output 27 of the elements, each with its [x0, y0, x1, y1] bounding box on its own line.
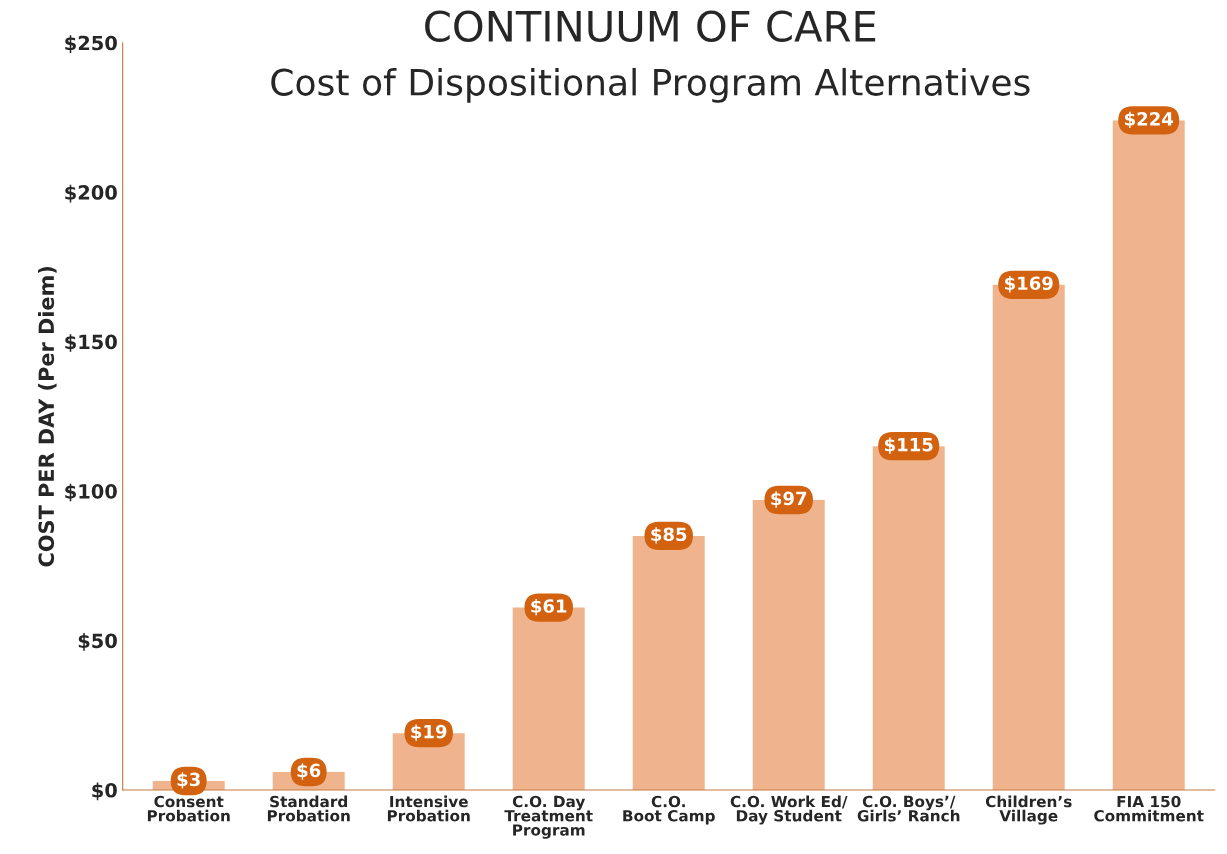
data-label: $115	[885, 437, 933, 454]
text: Cost of Dispositional Program Alternatives	[271, 67, 1030, 103]
y-tick-label: $0	[92, 782, 117, 801]
data-label: $61	[531, 598, 567, 616]
x-tick-label: Consent Probation	[147, 795, 230, 822]
data-label: $6	[297, 763, 321, 780]
data-label: $97	[771, 491, 807, 508]
x-tick-label: FIA 150 Commitment	[1094, 795, 1204, 822]
x-tick-label: Intensive Probation	[387, 795, 470, 822]
x-tick-label: C.O. Work Ed/ Day Student	[730, 795, 848, 825]
data-label: $3	[177, 772, 200, 789]
y-tick-label: $150	[65, 334, 117, 352]
data-label: $224	[1125, 111, 1174, 129]
x-tick-label: C.O. Day Treatment Program	[504, 795, 593, 839]
y-tick-label: $200	[65, 184, 117, 203]
y-tick-label: $100	[65, 483, 117, 502]
data-label: $85	[651, 527, 687, 544]
y-tick-label: $250	[65, 35, 117, 53]
chart-title: CONTINUUM OF CARE	[425, 10, 876, 42]
y-tick-label: $50	[78, 633, 117, 651]
data-label: $169	[1005, 276, 1053, 293]
x-tick-label: C.O. Boot Camp	[623, 795, 715, 825]
x-tick-label: Standard Probation	[267, 795, 350, 822]
y-axis-title: COST PER DAY (Per Diem)	[38, 266, 57, 567]
x-tick-label: C.O. Boys’/ Girls’ Ranch	[857, 795, 960, 822]
data-label: $19	[411, 724, 447, 741]
x-tick-label: Children’s Village	[985, 795, 1072, 825]
